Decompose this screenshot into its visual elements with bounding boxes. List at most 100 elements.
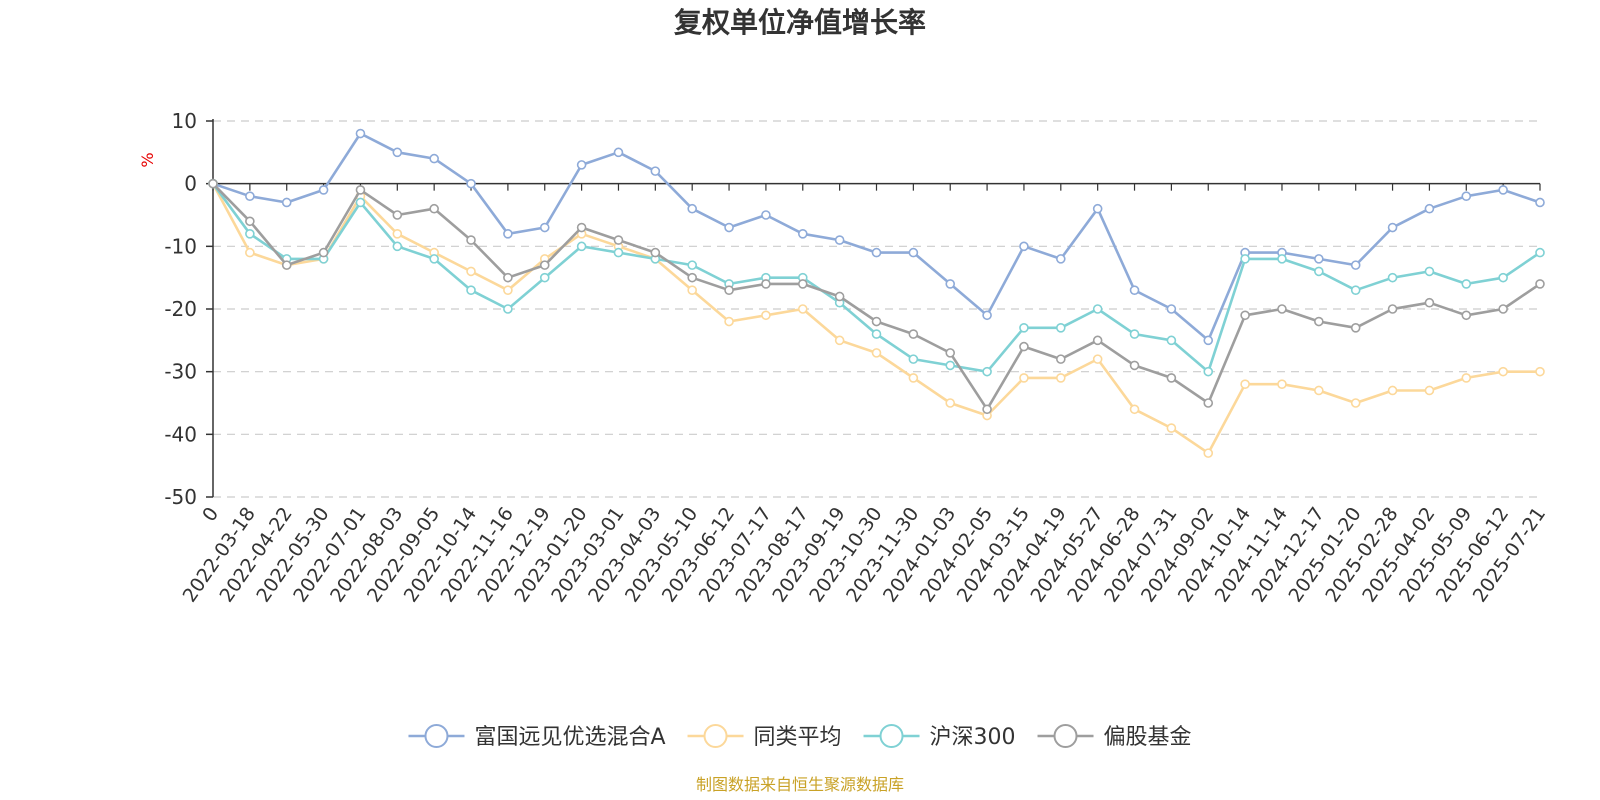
data-point <box>1314 266 1324 277</box>
data-point <box>1019 241 1029 252</box>
y-tick-label: 10 <box>172 109 197 133</box>
data-point <box>982 310 992 321</box>
data-point <box>908 354 919 364</box>
data-point <box>724 316 734 327</box>
data-point <box>982 404 992 415</box>
data-point <box>318 185 329 195</box>
legend-item-2[interactable]: 同类平均 <box>687 724 842 750</box>
y-axis-unit: % <box>138 152 157 167</box>
data-point <box>1498 304 1508 314</box>
data-point <box>1387 385 1398 396</box>
data-point <box>429 254 439 264</box>
data-point <box>1203 398 1214 408</box>
data-point <box>1424 266 1435 277</box>
data-point <box>466 285 476 296</box>
legend-item-4[interactable]: 偏股基金 <box>1037 724 1192 750</box>
legend-label: 同类平均 <box>754 725 842 750</box>
data-point <box>318 247 329 258</box>
data-point <box>1203 335 1214 346</box>
data-point <box>1350 260 1361 270</box>
data-point <box>1424 297 1435 308</box>
data-point <box>576 241 587 252</box>
data-point <box>797 279 808 289</box>
data-point <box>466 266 476 277</box>
data-point <box>797 229 808 239</box>
data-point <box>1461 373 1472 383</box>
data-point <box>355 197 366 208</box>
data-point <box>908 329 919 339</box>
data-point <box>1129 329 1140 339</box>
data-point <box>797 304 808 314</box>
data-point <box>1203 448 1214 458</box>
data-point <box>945 279 956 289</box>
data-point <box>1350 285 1361 296</box>
data-point <box>1056 322 1066 333</box>
x-tick-label: 0 <box>198 503 223 526</box>
data-point <box>208 178 218 189</box>
data-point <box>576 222 587 233</box>
data-point <box>1424 203 1435 214</box>
data-point <box>1535 279 1545 289</box>
y-tick-label: -20 <box>164 297 197 321</box>
data-point <box>1129 360 1140 371</box>
legend-marker <box>1053 724 1078 748</box>
data-point <box>687 260 697 270</box>
data-point <box>1166 335 1177 346</box>
data-point <box>281 260 292 270</box>
data-point <box>1240 379 1250 390</box>
data-point <box>1092 203 1103 214</box>
data-point <box>650 166 661 176</box>
data-point <box>1461 191 1472 201</box>
data-point <box>1314 385 1324 396</box>
data-point <box>1350 322 1361 333</box>
data-point <box>1056 254 1066 264</box>
data-point <box>945 360 956 371</box>
data-point <box>1019 322 1029 333</box>
data-point <box>871 329 882 339</box>
data-point <box>650 247 661 258</box>
data-point <box>724 222 734 233</box>
data-point <box>539 222 550 233</box>
data-point <box>1277 379 1287 390</box>
legend[interactable]: 富国远见优选混合A 同类平均 沪深300 偏股基金 <box>408 724 1192 750</box>
data-point <box>1166 304 1177 314</box>
data-point <box>687 285 697 296</box>
data-point <box>724 285 734 296</box>
data-point <box>245 216 255 227</box>
data-point <box>834 291 845 302</box>
data-point <box>761 210 771 220</box>
data-point <box>1387 222 1398 233</box>
data-point <box>1498 185 1508 195</box>
y-tick-label: 0 <box>184 172 197 196</box>
data-point <box>1387 272 1398 283</box>
data-point <box>1277 304 1287 314</box>
data-point <box>466 235 476 245</box>
data-point <box>1203 366 1214 377</box>
data-point <box>1535 197 1545 208</box>
data-point <box>687 272 697 283</box>
data-point <box>871 247 882 258</box>
data-point <box>1498 366 1508 377</box>
data-point <box>1277 254 1287 264</box>
data-point <box>945 398 956 408</box>
series-line-4 <box>212 182 1541 411</box>
legend-label: 偏股基金 <box>1104 725 1192 750</box>
y-tick-label: -30 <box>164 360 197 384</box>
data-point <box>1019 341 1029 352</box>
data-point <box>1129 285 1140 296</box>
data-point <box>245 229 255 239</box>
data-point <box>871 316 882 327</box>
data-point <box>429 203 439 214</box>
data-point <box>392 147 403 158</box>
y-tick-label: -40 <box>164 422 197 446</box>
data-point <box>245 247 255 258</box>
data-point <box>1166 423 1177 433</box>
data-point <box>1350 398 1361 408</box>
legend-item-1[interactable]: 富国远见优选混合A <box>408 724 666 750</box>
chart-title: 复权单位净值增长率 <box>674 6 926 39</box>
data-point <box>1424 385 1435 396</box>
axes: 100-10-20-30-40-5002022-03-182022-04-222… <box>164 109 1550 606</box>
data-point <box>503 285 513 296</box>
data-point <box>429 153 439 164</box>
legend-item-3[interactable]: 沪深300 <box>863 724 1016 750</box>
